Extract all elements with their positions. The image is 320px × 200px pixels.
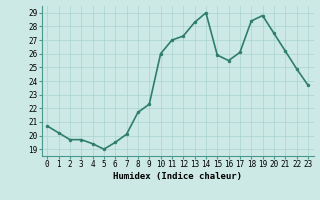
X-axis label: Humidex (Indice chaleur): Humidex (Indice chaleur) (113, 172, 242, 181)
